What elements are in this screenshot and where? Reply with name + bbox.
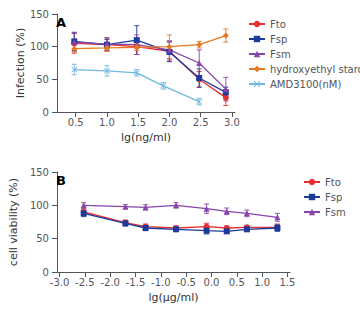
svg-text:1.0: 1.0 [99, 117, 115, 128]
svg-text:Fsm: Fsm [270, 49, 291, 60]
svg-text:100: 100 [30, 200, 49, 211]
svg-text:Fsp: Fsp [325, 192, 342, 203]
svg-text:lg(μg/ml): lg(μg/ml) [148, 291, 198, 304]
svg-text:-2.0: -2.0 [100, 277, 120, 288]
svg-text:100: 100 [30, 41, 49, 52]
svg-text:50: 50 [36, 74, 49, 85]
svg-text:1.0: 1.0 [254, 277, 270, 288]
svg-text:-0.5: -0.5 [176, 277, 196, 288]
svg-text:2.5: 2.5 [193, 117, 209, 128]
svg-text:-1.5: -1.5 [126, 277, 146, 288]
svg-text:150: 150 [30, 167, 49, 178]
svg-text:50: 50 [36, 233, 49, 244]
svg-text:cell viability (%): cell viability (%) [7, 178, 20, 266]
svg-text:B: B [56, 173, 66, 188]
svg-text:2.0: 2.0 [161, 117, 177, 128]
svg-text:AMD3100(nM): AMD3100(nM) [270, 79, 341, 90]
svg-text:-3.0: -3.0 [50, 277, 70, 288]
svg-text:1.5: 1.5 [130, 117, 146, 128]
svg-text:150: 150 [30, 9, 49, 20]
svg-text:Fsp: Fsp [270, 34, 287, 45]
svg-text:hydroxyethyl starch: hydroxyethyl starch [270, 64, 360, 75]
svg-text:0.5: 0.5 [68, 117, 84, 128]
svg-text:3.0: 3.0 [224, 117, 240, 128]
svg-text:Fto: Fto [270, 19, 286, 30]
svg-text:lg(ng/ml): lg(ng/ml) [121, 131, 171, 144]
svg-text:Fsm: Fsm [325, 207, 346, 218]
svg-text:0.0: 0.0 [204, 277, 220, 288]
svg-text:0: 0 [43, 107, 49, 118]
svg-text:1.5: 1.5 [280, 277, 296, 288]
svg-text:Fto: Fto [325, 177, 341, 188]
svg-text:A: A [56, 15, 66, 30]
svg-text:-2.5: -2.5 [75, 277, 95, 288]
svg-text:0: 0 [43, 267, 49, 278]
svg-text:Infection (%): Infection (%) [14, 28, 27, 99]
svg-text:0.5: 0.5 [229, 277, 245, 288]
svg-text:-1.0: -1.0 [151, 277, 171, 288]
